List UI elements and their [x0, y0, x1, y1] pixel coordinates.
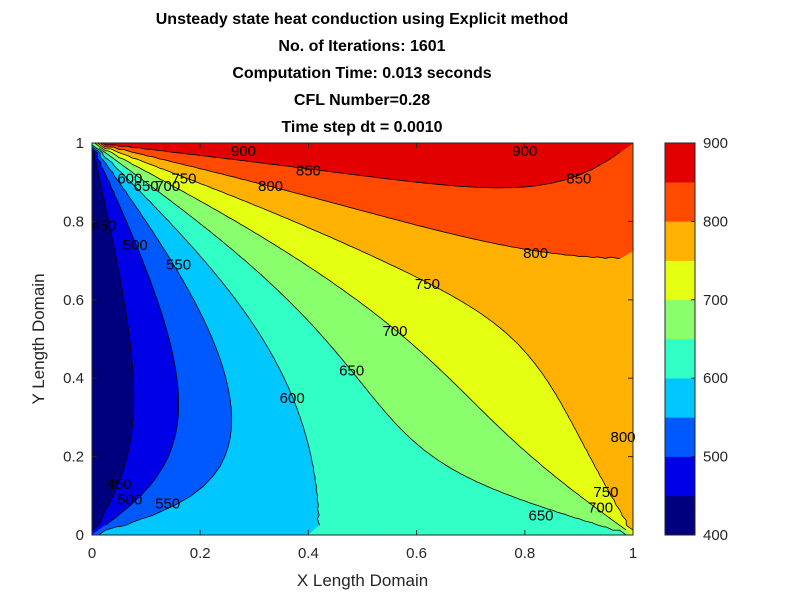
contour-line-750	[97, 143, 633, 531]
y-tick-label: 0.8	[63, 213, 84, 230]
title-line: Time step dt = 0.0010	[281, 119, 442, 136]
contour-label: 500	[123, 237, 148, 254]
colorbar-segment	[664, 417, 696, 457]
contour-label: 900	[231, 143, 256, 160]
colorbar-tick-label: 500	[703, 449, 728, 466]
chart-title: Unsteady state heat conduction using Exp…	[156, 11, 569, 136]
contour-line-500	[92, 148, 180, 526]
x-axis-label: X Length Domain	[297, 571, 428, 590]
colorbar-tick-label: 700	[703, 292, 728, 309]
x-tick-label: 0.6	[406, 545, 427, 562]
colorbar-tick-label: 600	[703, 370, 728, 387]
colorbar-segment	[664, 299, 696, 340]
contour-label: 800	[610, 429, 635, 446]
title-line: No. of Iterations: 1601	[278, 38, 445, 55]
axes: 0 0.2 0.4 0.6 0.8 1 0 0.2 0.4 0.6 0.8 1 X Length Dom…	[29, 135, 637, 590]
colorbar-segment	[664, 260, 696, 301]
x-tick-label: 0	[88, 545, 96, 562]
contour-label: 800	[258, 178, 283, 195]
contour-label: 750	[593, 484, 618, 501]
x-tick-label: 1	[629, 545, 637, 562]
contour-label: 550	[166, 257, 191, 274]
colorbar-segment	[664, 456, 696, 497]
contour-label: 500	[117, 492, 142, 509]
contour-label: 700	[155, 178, 180, 195]
contour-label: 450	[91, 217, 116, 234]
colorbar-segment	[664, 142, 696, 183]
colorbar-segment	[664, 181, 696, 222]
x-tick-label: 0.2	[190, 545, 211, 562]
contour-label: 700	[588, 500, 613, 517]
colorbar-segment	[664, 338, 696, 379]
colorbar-segment	[664, 221, 696, 261]
colorbar-tick-label: 800	[703, 213, 728, 230]
colorbar-tick-label: 400	[703, 527, 728, 544]
contour-label: 900	[512, 143, 537, 160]
contour-label: 450	[107, 476, 132, 493]
contour-label: 750	[415, 276, 440, 293]
contour-line-850	[102, 143, 620, 189]
contour-label: 650	[339, 362, 364, 379]
plot-frame	[91, 142, 634, 536]
x-tick-label: 0.8	[514, 545, 535, 562]
contour-line-650	[98, 147, 627, 535]
contour-line-700	[94, 143, 627, 531]
contour-label: 800	[523, 245, 548, 262]
contour-line-450	[92, 150, 135, 531]
title-line: CFL Number=0.28	[294, 92, 430, 109]
title-line: Computation Time: 0.013 seconds	[232, 65, 491, 82]
contour-label: 600	[117, 170, 142, 187]
colorbar-frame	[664, 142, 696, 536]
colorbar-tick-label: 900	[703, 135, 728, 152]
contour-label: 650	[529, 507, 554, 524]
contour-line-600	[92, 144, 320, 526]
y-tick-label: 1	[76, 135, 84, 152]
colorbar-segment	[664, 377, 696, 418]
contour-label: 700	[382, 323, 407, 340]
contour-line-550	[92, 146, 233, 535]
y-tick-label: 0.4	[63, 370, 84, 387]
contour-label: 650	[134, 178, 159, 195]
y-axis-label: Y Length Domain	[29, 273, 48, 404]
contour-label: 600	[280, 390, 305, 407]
colorbar: 400 500 600 700 800 900	[664, 135, 728, 544]
title-line: Unsteady state heat conduction using Exp…	[156, 11, 569, 28]
y-tick-label: 0.2	[63, 449, 84, 466]
x-tick-label: 0.4	[298, 545, 319, 562]
contour-label: 850	[566, 170, 591, 187]
contour-line-800	[99, 143, 620, 260]
contour-band-650-700	[92, 143, 633, 535]
y-tick-label: 0.6	[63, 292, 84, 309]
contour-label: 550	[155, 496, 180, 513]
contour-label: 850	[296, 162, 321, 179]
colorbar-segment	[664, 495, 696, 536]
contour-label: 750	[171, 170, 196, 187]
y-tick-label: 0	[76, 527, 84, 544]
